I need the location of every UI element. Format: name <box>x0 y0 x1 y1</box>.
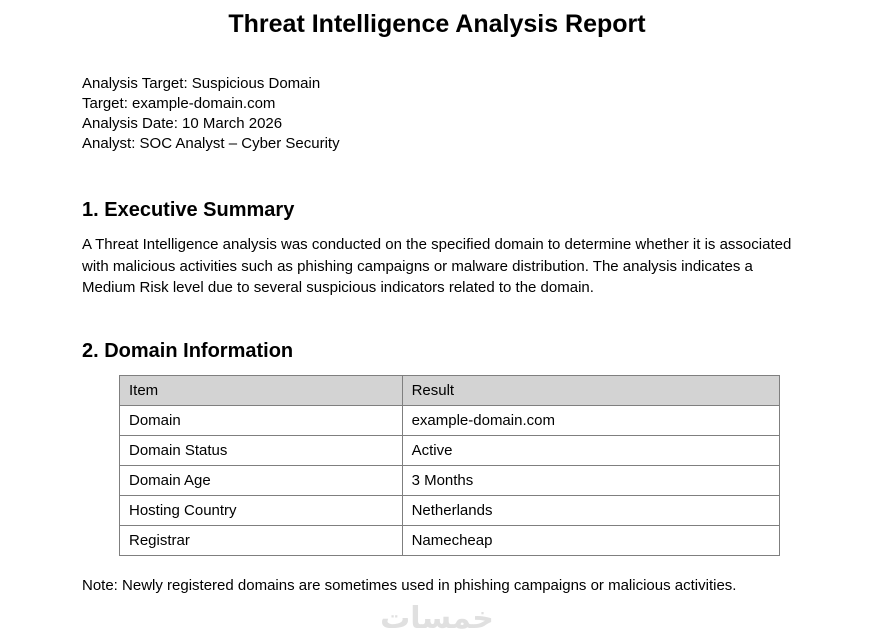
meta-target-domain: Target: example-domain.com <box>82 95 276 112</box>
table-cell-item: Domain Status <box>119 434 403 466</box>
table-row: Domain example-domain.com <box>119 404 781 436</box>
meta-analysis-date: Analysis Date: 10 March 2026 <box>82 115 283 132</box>
section-heading-executive-summary: 1. Executive Summary <box>82 199 295 221</box>
khamsat-watermark: خمسات <box>380 602 494 635</box>
meta-analyst: Analyst: SOC Analyst – Cyber Security <box>82 135 340 152</box>
table-row: Registrar Namecheap <box>119 524 781 556</box>
table-cell-item: Registrar <box>119 524 403 556</box>
table-cell-result: example-domain.com <box>401 404 781 436</box>
meta-analysis-target: Analysis Target: Suspicious Domain <box>82 75 321 92</box>
table-row: Domain Status Active <box>119 434 781 466</box>
section-heading-domain-information: 2. Domain Information <box>82 339 294 362</box>
table-header-result: Result <box>401 374 781 406</box>
report-title: Threat Intelligence Analysis Report <box>228 10 646 38</box>
table-header-item: Item <box>119 374 403 406</box>
table-cell-item: Hosting Country <box>119 494 403 526</box>
table-row: Hosting Country Netherlands <box>119 494 781 526</box>
domain-note: Note: Newly registered domains are somet… <box>82 576 737 594</box>
executive-summary-paragraph: A Threat Intelligence analysis was condu… <box>82 236 792 296</box>
table-cell-result: Active <box>401 434 781 466</box>
report-page: Threat Intelligence Analysis Report Anal… <box>0 8 874 638</box>
table-header-row: Item Result <box>119 374 781 406</box>
table-cell-result: Namecheap <box>401 524 781 556</box>
table-cell-item: Domain <box>119 404 403 436</box>
domain-information-table: Item Result Domain example-domain.com Do… <box>119 374 781 556</box>
report-meta-block: Analysis Target: Suspicious Domain Targe… <box>82 74 874 154</box>
table-row: Domain Age 3 Months <box>119 464 781 496</box>
table-cell-item: Domain Age <box>119 464 403 496</box>
table-cell-result: Netherlands <box>401 494 781 526</box>
table-cell-result: 3 Months <box>401 464 781 496</box>
